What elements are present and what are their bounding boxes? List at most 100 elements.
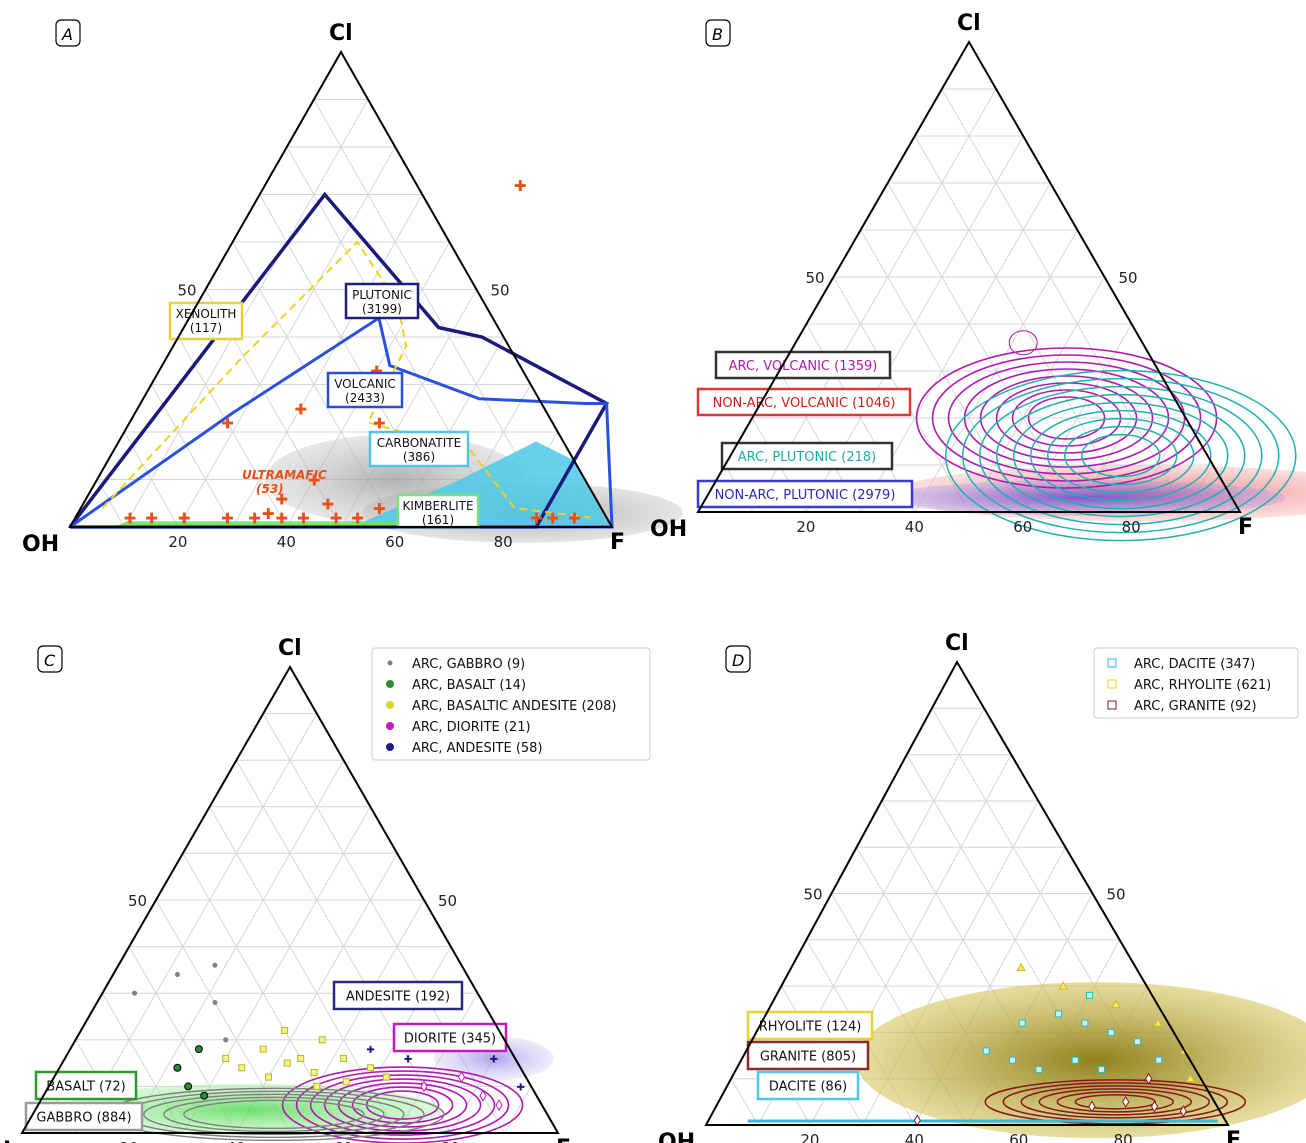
marker-dacite bbox=[1107, 1028, 1115, 1036]
marker-diorite bbox=[457, 1071, 466, 1084]
vertex-label-right: F bbox=[610, 530, 625, 555]
contour-arc-volcanic bbox=[1008, 330, 1038, 356]
panel-letter-text: D bbox=[732, 651, 744, 670]
marker-ultramafic: ✚ bbox=[373, 415, 386, 433]
marker-basaltic-andesite bbox=[281, 1026, 289, 1034]
outline-volcanic bbox=[69, 315, 614, 529]
marker-basaltic-andesite bbox=[382, 1073, 390, 1081]
label-plutonic: PLUTONIC(3199) bbox=[344, 282, 420, 320]
legend-marker bbox=[1107, 700, 1117, 710]
marker-granite bbox=[1179, 1105, 1187, 1118]
vertex-label-right: F bbox=[1226, 1128, 1241, 1143]
label-gabbro: GABBRO (884) bbox=[24, 1101, 144, 1132]
panel-letter: B bbox=[705, 19, 731, 47]
label-granite: GRANITE (805) bbox=[746, 1040, 870, 1071]
contour-granite bbox=[1056, 1091, 1175, 1113]
label-diorite: DIORITE (345) bbox=[392, 1022, 508, 1053]
marker-gabbro bbox=[212, 1000, 218, 1006]
label-andesite-box bbox=[332, 980, 464, 1011]
legend-c-box bbox=[371, 647, 651, 761]
label-andesite: ANDESITE (192) bbox=[332, 980, 464, 1011]
legend-marker bbox=[386, 680, 394, 688]
marker-andesite: ✚ bbox=[516, 1082, 524, 1093]
panel-letter-text: B bbox=[712, 25, 723, 44]
legend-item-text: ARC, GABBRO (9) bbox=[412, 657, 525, 672]
label-volcanic-text: (2433) bbox=[345, 391, 385, 405]
panel-letter-box bbox=[37, 645, 63, 673]
marker-dacite bbox=[1018, 1019, 1026, 1027]
marker-basalt bbox=[184, 1082, 193, 1091]
tick-label-base: 40 bbox=[226, 1139, 245, 1143]
annotation-ultramafic-count: (53) bbox=[256, 482, 284, 496]
ternary-frame bbox=[20, 664, 560, 1134]
contour-gabbro bbox=[183, 1099, 365, 1130]
vertex-label-right: F bbox=[1238, 515, 1253, 540]
marker-rhyolite bbox=[1016, 962, 1026, 972]
marker-andesite: ✚ bbox=[404, 1054, 412, 1065]
marker-rhyolite bbox=[1153, 1018, 1163, 1027]
marker-dacite bbox=[1098, 1065, 1106, 1073]
marker-basaltic-andesite bbox=[340, 1054, 348, 1062]
vertex-label-right: F bbox=[556, 1136, 571, 1143]
tick-label-base: 20 bbox=[800, 1131, 819, 1143]
marker-ultramafic: ✚ bbox=[321, 495, 334, 513]
legend-item-text: ARC, DIORITE (21) bbox=[412, 720, 531, 735]
panel-b: ARC, VOLCANIC (1359) NON-ARC, VOLCANIC (1… bbox=[650, 11, 1306, 542]
marker-granite bbox=[1150, 1100, 1159, 1113]
contour-arc-plutonic bbox=[962, 377, 1280, 534]
marker-ultramafic: ✚ bbox=[530, 510, 543, 528]
label-andesite-text: ANDESITE (192) bbox=[346, 990, 450, 1005]
marker-ultramafic: ✚ bbox=[330, 510, 343, 528]
label-xenolith-text: (117) bbox=[190, 321, 222, 335]
marker-basaltic-andesite bbox=[297, 1054, 305, 1062]
marker-ultramafic: ✚ bbox=[568, 510, 581, 528]
label-diorite-text: DIORITE (345) bbox=[404, 1032, 496, 1047]
ternary-frame bbox=[696, 39, 1242, 513]
label-basalt-box bbox=[34, 1070, 138, 1101]
marker-basaltic-andesite bbox=[313, 1082, 321, 1090]
tick-label-left: 50 bbox=[806, 269, 825, 287]
tick-label-left: 50 bbox=[128, 892, 147, 910]
contour-arc-volcanic bbox=[947, 361, 1186, 475]
marker-dacite bbox=[1055, 1010, 1063, 1018]
grid-line bbox=[232, 194, 423, 528]
contour-diorite bbox=[295, 1070, 510, 1140]
tick-label-base: 20 bbox=[168, 533, 187, 551]
marker-ultramafic: ✚ bbox=[297, 510, 310, 528]
label-nonarc-plutonic-text: NON-ARC, PLUTONIC (2979) bbox=[715, 488, 896, 503]
panel-c: ✚✚✚✚✚ARC, GABBRO (9)ARC, BASALT (14)ARC,… bbox=[0, 636, 651, 1143]
vertex-label-top: Cl bbox=[278, 636, 302, 661]
marker-andesite: ✚ bbox=[366, 1045, 374, 1056]
marker-basaltic-andesite bbox=[259, 1045, 267, 1053]
label-nonarc-volcanic-text: NON-ARC, VOLCANIC (1046) bbox=[713, 396, 896, 411]
label-gabbro-box bbox=[24, 1101, 144, 1132]
contour-granite bbox=[984, 1079, 1247, 1125]
marker-basaltic-andesite bbox=[265, 1073, 273, 1081]
tick-label-base: 80 bbox=[494, 533, 513, 551]
marker-andesite: ✚ bbox=[490, 1054, 498, 1065]
contour-arc-volcanic bbox=[1027, 396, 1106, 440]
contour-arc-plutonic bbox=[979, 385, 1263, 526]
data-layer: ARC, DACITE (347) ARC, RHYOLITE (621) ARC,… bbox=[746, 647, 1306, 1139]
marker-ultramafic: ✚ bbox=[262, 505, 275, 523]
legend-marker bbox=[1107, 658, 1117, 668]
tick-label-left: 50 bbox=[178, 282, 197, 300]
marker-rhyolite bbox=[1058, 981, 1069, 990]
marker-gabbro bbox=[174, 972, 180, 978]
contour-arc-volcanic bbox=[979, 375, 1154, 461]
tick-label-base: 40 bbox=[905, 518, 924, 536]
label-granite-text: GRANITE (805) bbox=[760, 1050, 856, 1065]
grid-line bbox=[751, 88, 997, 513]
label-dacite: DACITE (86) bbox=[756, 1070, 860, 1101]
marker-basaltic-andesite bbox=[238, 1064, 246, 1072]
label-nonarc-volcanic: NON-ARC, VOLCANIC (1046) bbox=[696, 387, 912, 417]
label-volcanic-box bbox=[326, 371, 404, 409]
marker-dacite bbox=[982, 1047, 990, 1055]
panel-letter: D bbox=[725, 645, 751, 673]
legend-item-text: ARC, DACITE (347) bbox=[1134, 657, 1255, 672]
label-kimberlite-text: (161) bbox=[422, 513, 454, 527]
tick-label-base: 20 bbox=[119, 1139, 138, 1143]
grid-line bbox=[177, 336, 288, 528]
label-plutonic-text: (3199) bbox=[362, 302, 402, 316]
marker-ultramafic: ✚ bbox=[546, 510, 559, 528]
